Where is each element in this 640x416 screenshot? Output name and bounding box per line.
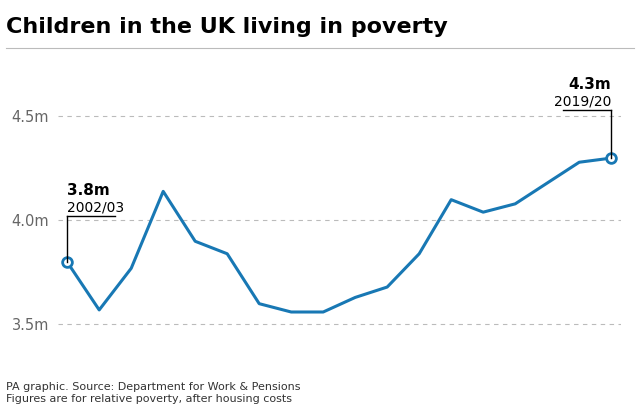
Text: 2019/20: 2019/20 xyxy=(554,94,611,108)
Text: 2002/03: 2002/03 xyxy=(67,200,124,214)
Text: 4.3m: 4.3m xyxy=(568,77,611,92)
Text: 3.8m: 3.8m xyxy=(67,183,110,198)
Text: PA graphic. Source: Department for Work & Pensions
Figures are for relative pove: PA graphic. Source: Department for Work … xyxy=(6,382,301,404)
Text: Children in the UK living in poverty: Children in the UK living in poverty xyxy=(6,17,448,37)
